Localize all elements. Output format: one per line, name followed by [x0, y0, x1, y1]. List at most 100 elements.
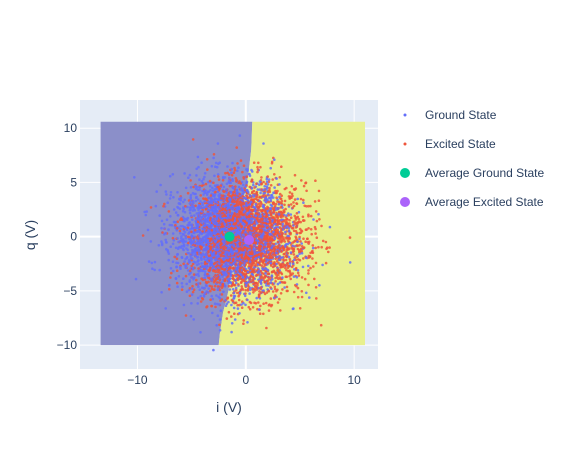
- excited-state-point: [294, 223, 297, 226]
- excited-state-point: [260, 183, 263, 186]
- excited-state-point: [194, 229, 197, 232]
- excited-state-point: [235, 263, 238, 266]
- ground-state-point: [198, 215, 201, 218]
- excited-state-point: [227, 296, 230, 299]
- ground-state-point: [280, 256, 283, 259]
- ground-state-point: [269, 262, 272, 265]
- excited-state-point: [242, 322, 245, 325]
- excited-state-point: [287, 214, 290, 217]
- ground-state-point: [259, 192, 262, 195]
- ground-state-point: [185, 283, 188, 286]
- excited-state-point: [192, 291, 195, 294]
- ground-state-point: [245, 260, 248, 263]
- ground-state-point: [188, 259, 191, 262]
- ground-state-point: [186, 244, 189, 247]
- excited-state-point: [266, 234, 269, 237]
- ground-state-point: [210, 295, 213, 298]
- excited-state-point: [288, 204, 291, 207]
- excited-state-point: [260, 226, 263, 229]
- excited-state-point: [285, 187, 288, 190]
- ground-state-point: [213, 239, 216, 242]
- excited-state-point: [270, 213, 273, 216]
- ground-state-point: [267, 221, 270, 224]
- ground-state-point: [278, 183, 281, 186]
- ground-state-point: [262, 205, 265, 208]
- ground-state-point: [285, 243, 288, 246]
- ground-state-point: [216, 303, 219, 306]
- excited-state-point: [315, 286, 318, 289]
- ground-state-point: [252, 248, 255, 251]
- excited-state-point: [246, 256, 249, 259]
- ground-state-point: [219, 297, 222, 300]
- excited-state-point: [200, 300, 203, 303]
- excited-state-point: [246, 209, 249, 212]
- ground-state-point: [245, 282, 248, 285]
- ground-state-point: [201, 216, 204, 219]
- excited-state-point: [302, 216, 305, 219]
- excited-state-point: [265, 327, 268, 330]
- excited-state-point: [273, 173, 276, 176]
- ground-state-point: [151, 267, 154, 270]
- ground-state-point: [246, 168, 249, 171]
- excited-state-point: [213, 153, 216, 156]
- excited-state-point: [310, 233, 313, 236]
- ground-state-point: [215, 324, 218, 327]
- ground-state-point: [263, 224, 266, 227]
- ground-state-point: [278, 213, 281, 216]
- ground-state-point: [236, 193, 239, 196]
- ground-state-point: [205, 253, 208, 256]
- excited-state-point: [223, 191, 226, 194]
- ground-state-point: [169, 245, 172, 248]
- excited-state-point: [292, 272, 295, 275]
- excited-state-point: [220, 255, 223, 258]
- ground-state-point: [222, 240, 225, 243]
- excited-state-point: [293, 230, 296, 233]
- excited-state-point: [295, 225, 298, 228]
- ground-state-point: [190, 215, 193, 218]
- ground-state-point: [153, 269, 156, 272]
- ground-state-point: [212, 190, 215, 193]
- excited-state-point: [300, 179, 303, 182]
- excited-state-point: [221, 212, 224, 215]
- excited-state-point: [268, 304, 271, 307]
- ground-state-point: [278, 259, 281, 262]
- excited-state-point: [314, 247, 317, 250]
- excited-state-point: [271, 271, 274, 274]
- ground-state-point: [183, 245, 186, 248]
- ground-state-point: [217, 191, 220, 194]
- ground-state-point: [265, 201, 268, 204]
- ground-state-point: [165, 241, 168, 244]
- ground-state-point: [191, 249, 194, 252]
- excited-state-point: [242, 208, 245, 211]
- excited-state-point: [274, 288, 277, 291]
- excited-state-point: [209, 217, 212, 220]
- excited-state-point: [238, 180, 241, 183]
- excited-state-point: [304, 240, 307, 243]
- excited-state-point: [293, 253, 296, 256]
- excited-state-point: [256, 166, 259, 169]
- ground-state-point: [243, 216, 246, 219]
- ground-state-point: [259, 180, 262, 183]
- excited-state-point: [285, 259, 288, 262]
- excited-state-point: [299, 259, 302, 262]
- ground-state-point: [198, 178, 201, 181]
- excited-state-point: [299, 228, 302, 231]
- ground-state-point: [176, 237, 179, 240]
- ground-state-point: [207, 209, 210, 212]
- ground-state-point: [297, 269, 300, 272]
- excited-state-point: [286, 252, 289, 255]
- excited-state-point: [226, 317, 229, 320]
- ground-state-point: [165, 193, 168, 196]
- excited-state-point: [150, 206, 153, 209]
- excited-state-point: [213, 243, 216, 246]
- excited-state-point: [244, 220, 247, 223]
- ground-state-point: [182, 277, 185, 280]
- ground-state-point: [216, 256, 219, 259]
- excited-state-point: [267, 272, 270, 275]
- excited-state-point: [303, 185, 306, 188]
- excited-state-point: [281, 288, 284, 291]
- ground-state-point: [199, 288, 202, 291]
- excited-state-point: [176, 227, 179, 230]
- ground-state-point: [163, 227, 166, 230]
